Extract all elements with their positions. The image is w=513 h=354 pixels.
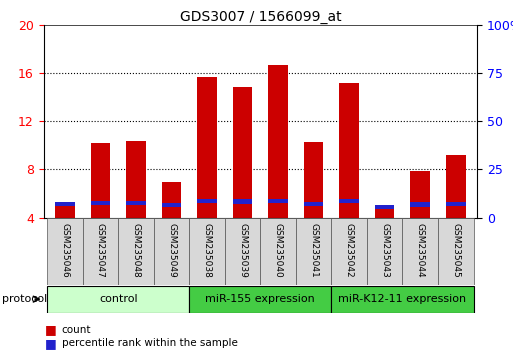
Bar xyxy=(340,82,359,218)
Bar xyxy=(55,202,75,218)
Bar xyxy=(367,218,403,285)
Bar xyxy=(261,218,296,285)
Text: GSM235038: GSM235038 xyxy=(203,223,211,278)
Text: GSM235046: GSM235046 xyxy=(61,223,69,278)
Text: GSM235040: GSM235040 xyxy=(273,223,283,278)
Bar xyxy=(189,218,225,285)
Bar xyxy=(446,201,465,206)
Bar xyxy=(375,205,394,210)
Bar xyxy=(189,286,331,313)
Bar xyxy=(154,218,189,285)
Text: miR-155 expression: miR-155 expression xyxy=(206,294,315,304)
Bar xyxy=(446,155,465,218)
Text: ■: ■ xyxy=(45,337,57,350)
Text: ■: ■ xyxy=(45,324,57,336)
Bar xyxy=(55,202,75,206)
Bar xyxy=(331,286,473,313)
Bar xyxy=(91,201,110,205)
Bar xyxy=(162,182,181,218)
Bar xyxy=(233,199,252,204)
Bar xyxy=(304,201,323,206)
Bar xyxy=(438,218,473,285)
Bar xyxy=(225,218,261,285)
Text: GSM235043: GSM235043 xyxy=(380,223,389,278)
Text: control: control xyxy=(99,294,137,304)
Bar xyxy=(375,207,394,218)
Text: protocol: protocol xyxy=(2,294,47,304)
Bar xyxy=(126,141,146,218)
Bar xyxy=(118,218,154,285)
Text: GSM235049: GSM235049 xyxy=(167,223,176,278)
Bar xyxy=(47,286,189,313)
Bar xyxy=(410,171,430,218)
Bar xyxy=(268,199,288,204)
Bar xyxy=(47,218,83,285)
Bar xyxy=(331,218,367,285)
Bar xyxy=(304,142,323,218)
Bar xyxy=(403,218,438,285)
Text: GSM235045: GSM235045 xyxy=(451,223,460,278)
Bar xyxy=(91,143,110,218)
Text: GSM235048: GSM235048 xyxy=(131,223,141,278)
Bar xyxy=(268,64,288,218)
Bar xyxy=(162,203,181,207)
Bar xyxy=(233,87,252,218)
Bar xyxy=(198,199,217,204)
Bar xyxy=(340,199,359,204)
Title: GDS3007 / 1566099_at: GDS3007 / 1566099_at xyxy=(180,10,341,24)
Bar xyxy=(83,218,118,285)
Text: percentile rank within the sample: percentile rank within the sample xyxy=(62,338,238,348)
Text: GSM235041: GSM235041 xyxy=(309,223,318,278)
Text: GSM235039: GSM235039 xyxy=(238,223,247,278)
Text: GSM235042: GSM235042 xyxy=(345,223,353,278)
Text: miR-K12-11 expression: miR-K12-11 expression xyxy=(339,294,466,304)
Bar xyxy=(126,201,146,205)
Bar xyxy=(296,218,331,285)
Bar xyxy=(198,76,217,218)
Bar xyxy=(410,202,430,206)
Text: GSM235044: GSM235044 xyxy=(416,223,425,278)
Text: count: count xyxy=(62,325,91,335)
Text: GSM235047: GSM235047 xyxy=(96,223,105,278)
